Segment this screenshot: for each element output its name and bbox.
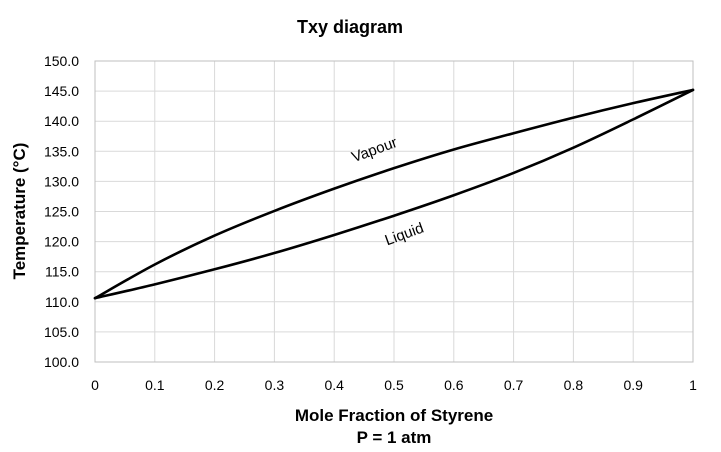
y-tick-label: 100.0 bbox=[44, 354, 79, 370]
x-tick-label: 0.5 bbox=[384, 377, 404, 393]
x-axis-tick-labels: 0 0.1 0.2 0.3 0.4 0.5 0.6 0.7 0.8 0.9 1 bbox=[91, 377, 697, 393]
liquid-curve bbox=[93, 88, 695, 300]
y-tick-label: 150.0 bbox=[44, 53, 79, 69]
x-tick-label: 0.8 bbox=[564, 377, 584, 393]
y-tick-label: 130.0 bbox=[44, 173, 79, 189]
y-tick-label: 135.0 bbox=[44, 143, 79, 159]
x-tick-label: 0.4 bbox=[324, 377, 344, 393]
x-tick-label: 0.6 bbox=[444, 377, 464, 393]
y-axis-tick-labels: 100.0 105.0 110.0 115.0 120.0 125.0 130.0 135.0… bbox=[44, 53, 79, 370]
y-axis-title: Temperature (°C) bbox=[10, 143, 29, 280]
x-tick-label: 0.9 bbox=[623, 377, 643, 393]
x-tick-label: 0.7 bbox=[504, 377, 524, 393]
vapour-curve bbox=[93, 88, 695, 300]
x-tick-label: 0 bbox=[91, 377, 99, 393]
y-tick-label: 125.0 bbox=[44, 204, 79, 220]
y-tick-label: 145.0 bbox=[44, 83, 79, 99]
x-tick-label: 1 bbox=[689, 377, 697, 393]
y-tick-label: 115.0 bbox=[45, 264, 79, 280]
y-tick-label: 140.0 bbox=[44, 113, 79, 129]
x-tick-label: 0.1 bbox=[145, 377, 165, 393]
x-axis-subtitle: P = 1 atm bbox=[357, 428, 432, 447]
chart-title: Txy diagram bbox=[297, 17, 403, 37]
y-tick-label: 105.0 bbox=[44, 324, 79, 340]
x-tick-label: 0.2 bbox=[205, 377, 225, 393]
series-layer bbox=[93, 88, 695, 300]
y-tick-label: 110.0 bbox=[45, 294, 79, 310]
x-tick-label: 0.3 bbox=[265, 377, 285, 393]
y-tick-label: 120.0 bbox=[44, 234, 79, 250]
x-axis-title: Mole Fraction of Styrene bbox=[295, 406, 493, 425]
plot-area-border bbox=[94, 60, 694, 363]
